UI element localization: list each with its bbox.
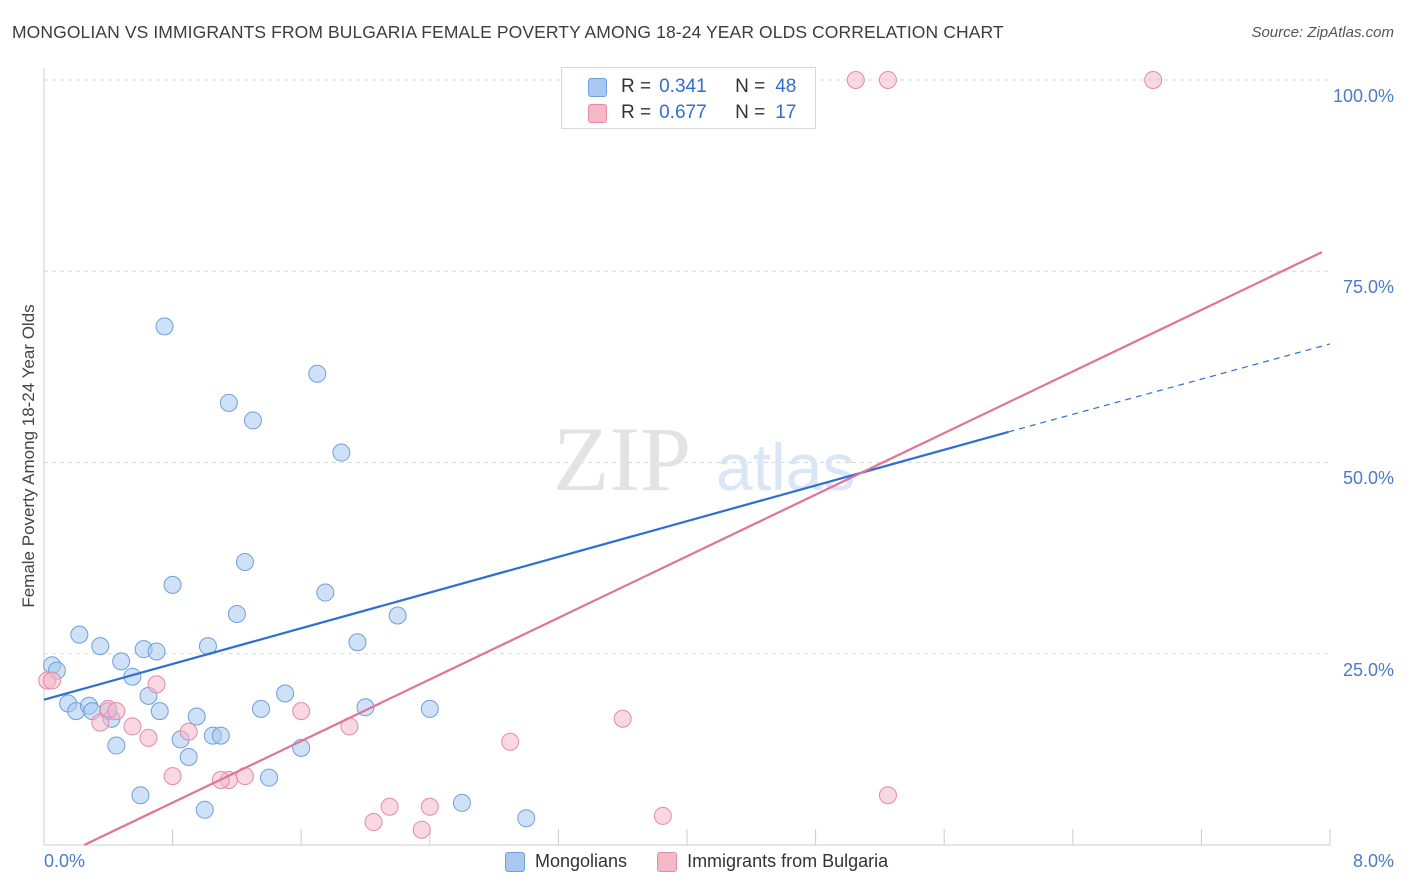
bulgaria-point: [846, 71, 865, 89]
stats-row-mongolians: R = 0.341 N = 48: [588, 75, 796, 99]
bulgaria-point: [653, 806, 672, 825]
r-label: R =: [621, 76, 652, 97]
mongolian-point: [195, 800, 214, 819]
mongolian-point: [332, 443, 351, 462]
n-value: 17: [775, 102, 797, 123]
bulgaria-point: [43, 671, 62, 690]
mongolian-point: [260, 768, 279, 787]
bulgaria-point: [123, 717, 142, 736]
mongolians-trend-line: [43, 430, 1009, 701]
x-tick-label-min: 0.0%: [44, 851, 86, 871]
bulgaria-point: [1144, 71, 1163, 89]
watermark-zip: ZIP: [553, 408, 691, 510]
bottom-legend: Mongolians Immigrants from Bulgaria: [505, 851, 918, 872]
n-value: 48: [775, 76, 797, 97]
watermark-atlas: atlas: [716, 430, 855, 504]
r-label: R =: [621, 102, 652, 123]
legend-label-mongolians: Mongolians: [535, 851, 628, 871]
bulgaria-point: [292, 702, 311, 721]
bulgaria-point: [412, 820, 431, 839]
mongolian-point: [163, 575, 182, 594]
r-value: 0.341: [659, 76, 707, 97]
mongolian-point: [388, 606, 407, 625]
bulgaria-point: [878, 71, 897, 89]
mongolian-point: [452, 793, 471, 812]
bulgaria-point: [380, 797, 399, 816]
mongolian-point: [308, 364, 327, 383]
bulgaria-point: [139, 728, 158, 747]
mongolian-point: [348, 633, 367, 652]
mongolian-point: [187, 707, 206, 726]
mongolian-point: [235, 552, 254, 571]
mongolian-point: [420, 699, 439, 718]
mongolian-point: [91, 637, 110, 656]
mongolian-point: [70, 625, 89, 644]
bulgaria-point: [147, 675, 166, 694]
legend-item-bulgaria[interactable]: Immigrants from Bulgaria: [657, 851, 888, 872]
mongolian-point: [316, 583, 335, 602]
mongolians-trend-extension: [1008, 343, 1331, 433]
mongolian-point: [517, 809, 536, 828]
bulgaria-point: [613, 709, 632, 728]
mongolian-point: [243, 411, 262, 430]
bulgaria-point: [179, 722, 198, 741]
bulgaria-point: [364, 813, 383, 832]
bulgaria-point: [163, 767, 182, 786]
n-label: N =: [735, 76, 766, 97]
stats-row-bulgaria: R = 0.677 N = 17: [588, 101, 796, 125]
bulgaria-legend-swatch: [657, 851, 678, 872]
mongolian-point: [211, 726, 230, 745]
stats-legend: R = 0.341 N = 48 R = 0.677 N = 17: [561, 67, 816, 129]
chart-source: Source: ZipAtlas.com: [1251, 24, 1394, 41]
r-value: 0.677: [659, 102, 707, 123]
n-label: N =: [735, 102, 766, 123]
mongolian-point: [219, 393, 238, 412]
bulgaria-point: [107, 702, 126, 721]
bulgaria-point: [878, 786, 897, 805]
legend-item-mongolians[interactable]: Mongolians: [505, 851, 627, 872]
mongolians-swatch: [588, 77, 607, 97]
mongolian-point: [155, 317, 174, 336]
y-tick-label-50: 50.0%: [1342, 468, 1394, 488]
mongolian-point: [150, 702, 169, 721]
mongolian-point: [131, 786, 150, 805]
mongolian-point: [252, 699, 271, 718]
mongolian-point: [147, 642, 166, 661]
bulgaria-swatch: [588, 103, 607, 123]
bulgaria-point: [501, 732, 520, 751]
mongolian-point: [276, 684, 295, 703]
mongolian-point: [112, 652, 131, 671]
x-tick-label-max: 8.0%: [1352, 851, 1394, 871]
mongolians-legend-swatch: [505, 851, 525, 872]
y-tick-label-25: 25.0%: [1342, 660, 1394, 680]
bulgaria-point: [91, 713, 110, 732]
y-tick-label-100: 100.0%: [1332, 86, 1394, 106]
legend-label-bulgaria: Immigrants from Bulgaria: [687, 851, 889, 871]
bulgaria-point: [420, 797, 439, 816]
mongolian-point: [179, 748, 198, 767]
mongolian-point: [107, 736, 126, 755]
bulgaria-trend-line: [83, 251, 1323, 846]
y-tick-label-75: 75.0%: [1342, 277, 1394, 297]
chart-title: MONGOLIAN VS IMMIGRANTS FROM BULGARIA FE…: [12, 22, 1004, 42]
mongolian-point: [227, 604, 246, 623]
